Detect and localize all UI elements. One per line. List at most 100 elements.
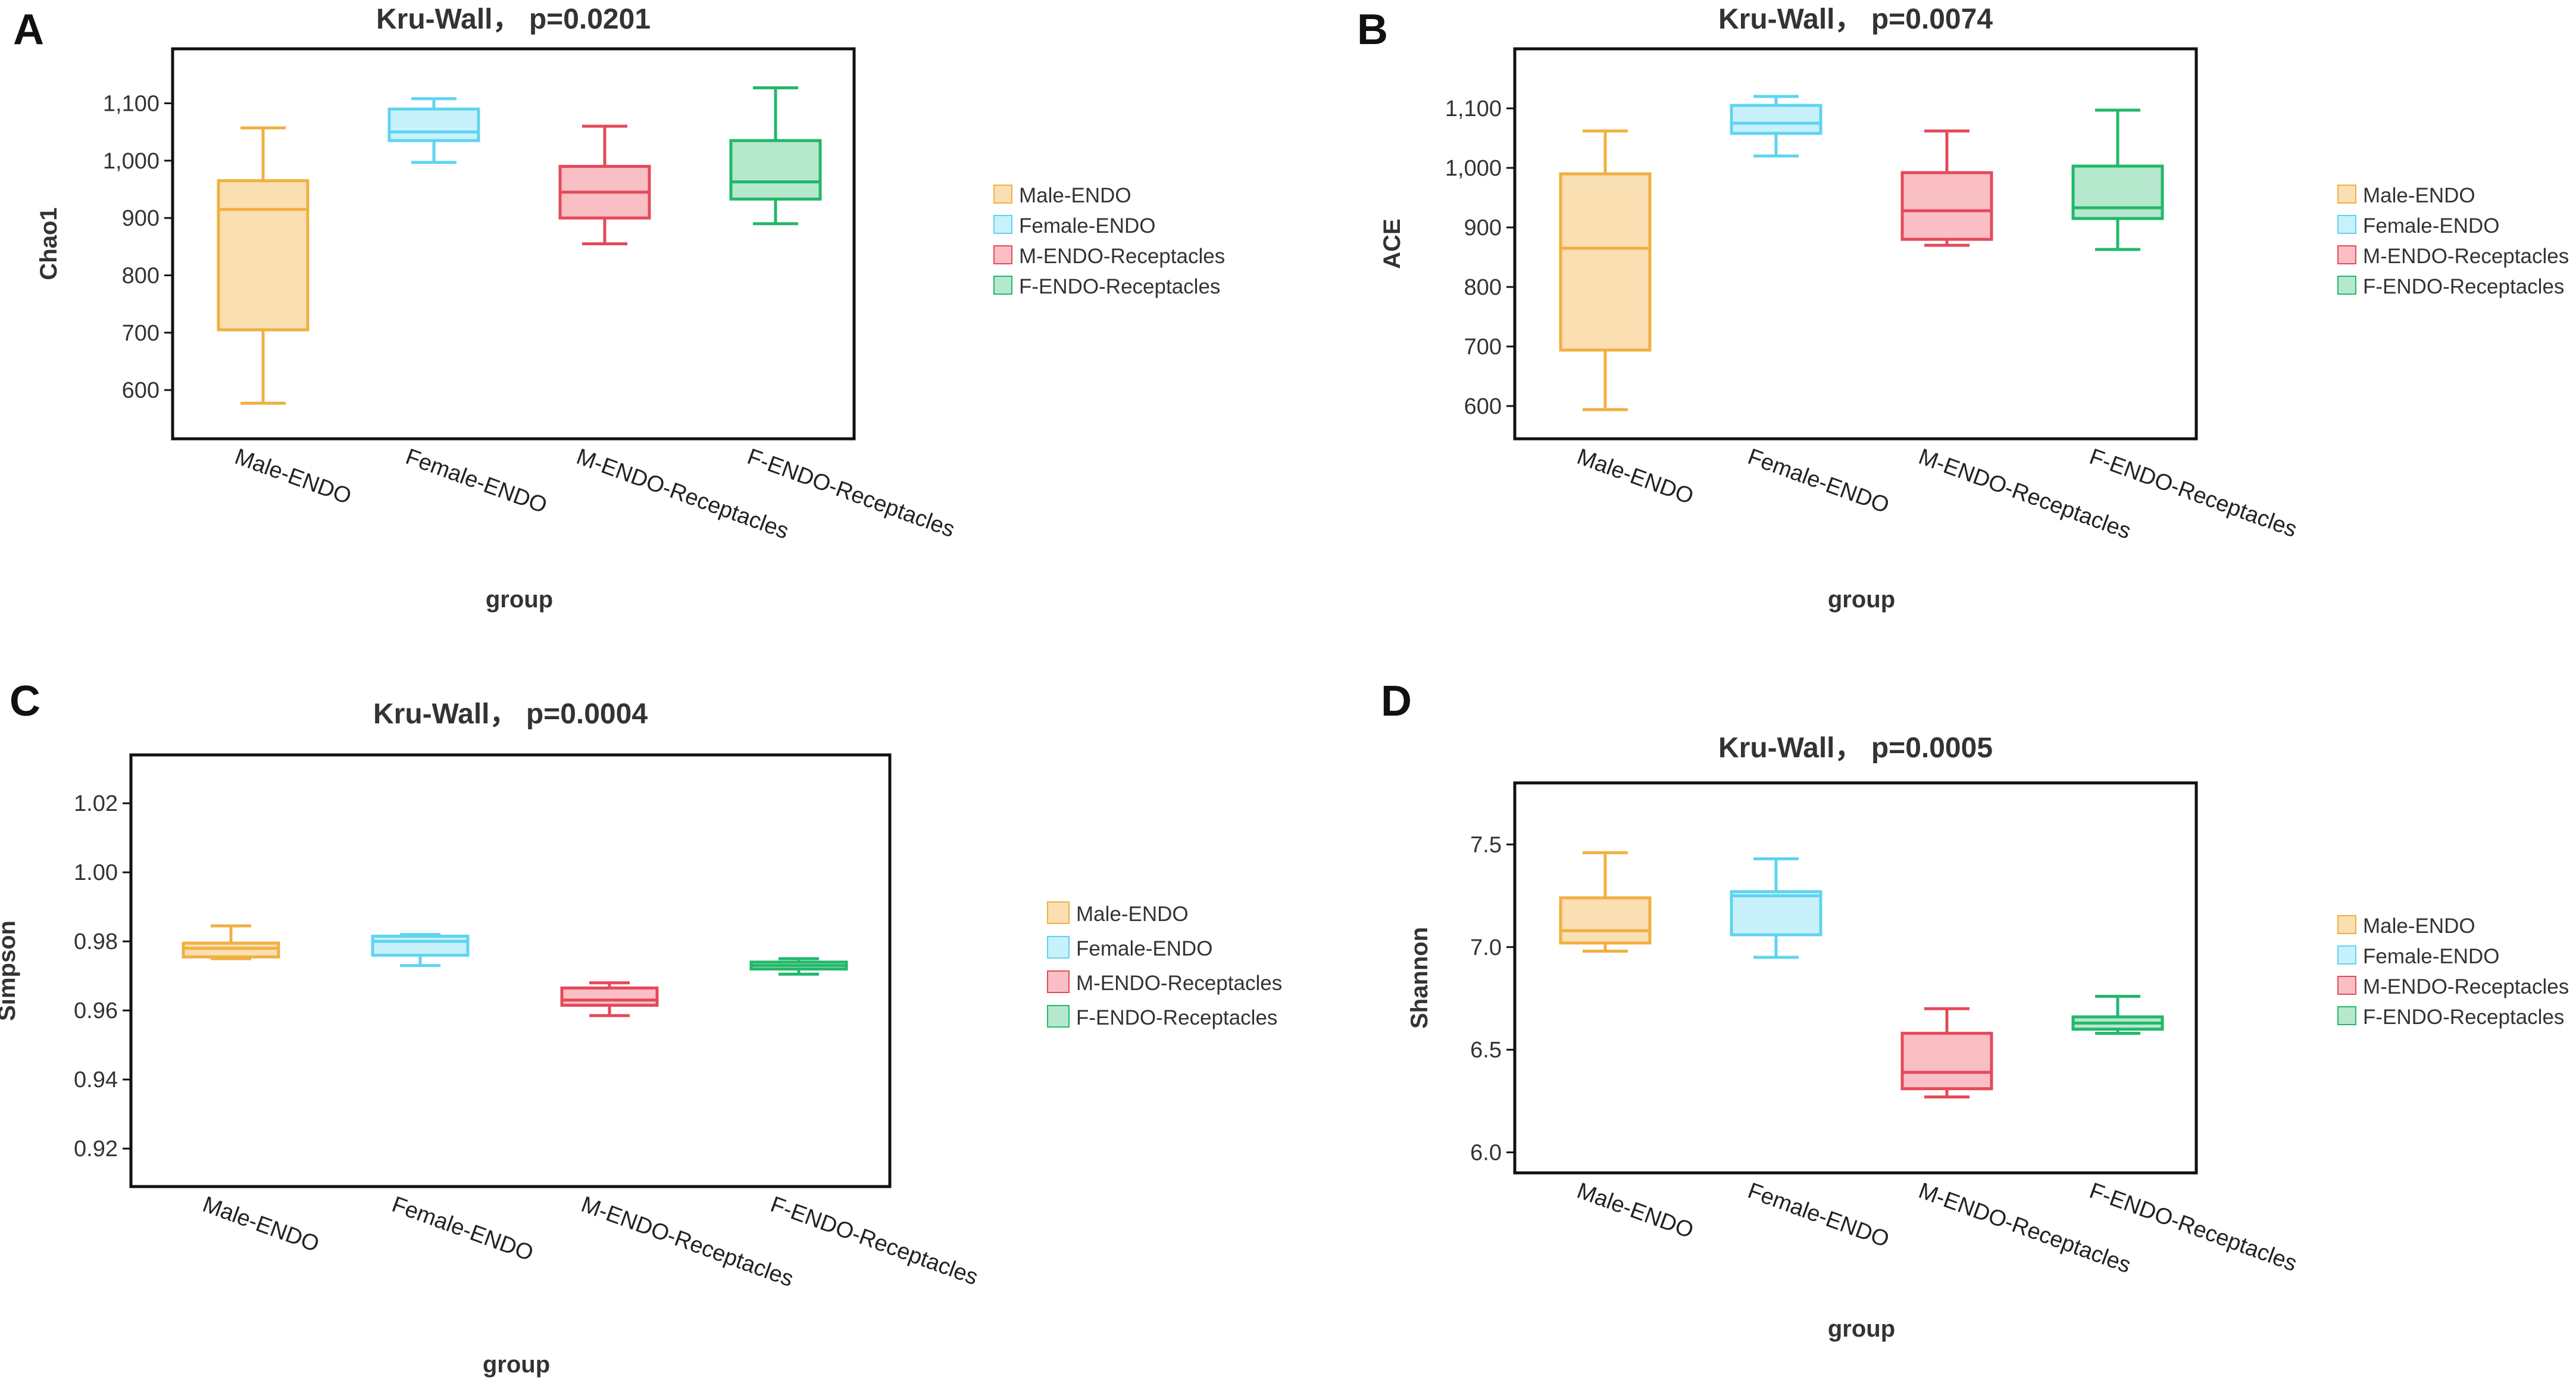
box-iqr bbox=[1900, 171, 1993, 241]
plot-frame bbox=[129, 753, 892, 1188]
y-tick-label: 900 bbox=[1464, 216, 1502, 241]
y-tick-label: 6.0 bbox=[1470, 1141, 1502, 1166]
legend-entry: F-ENDO-Receptacles bbox=[1076, 1006, 1277, 1029]
y-tick-label: 7.0 bbox=[1470, 935, 1502, 960]
box-male-endo bbox=[182, 924, 280, 960]
box-iqr bbox=[182, 941, 280, 959]
y-tick-label: 700 bbox=[1464, 335, 1502, 360]
legend-entry: Female-ENDO bbox=[2363, 214, 2499, 238]
legend-swatch bbox=[2337, 945, 2356, 964]
y-tick-label: 0.98 bbox=[74, 929, 118, 954]
legend-swatch bbox=[1047, 936, 1070, 959]
y-tick-label: 1,000 bbox=[1445, 156, 1502, 181]
y-tick-label: 600 bbox=[122, 378, 160, 403]
box-m-endo-receptacles bbox=[558, 124, 651, 245]
legend-swatch bbox=[2337, 185, 2356, 204]
y-tick-label: 0.92 bbox=[74, 1137, 118, 1162]
y-tick-label: 700 bbox=[122, 321, 160, 346]
box-iqr bbox=[2071, 164, 2164, 220]
legend-entry: Male-ENDO bbox=[1019, 184, 1131, 207]
box-m-endo-receptacles bbox=[1900, 129, 1993, 247]
plot-frame bbox=[171, 47, 856, 441]
legend-entry: M-ENDO-Receptacles bbox=[1019, 245, 1225, 268]
x-category-label: M-ENDO-Receptacles bbox=[578, 1192, 797, 1292]
legend-swatch bbox=[2337, 245, 2356, 264]
legend-entry: Male-ENDO bbox=[2363, 914, 2475, 938]
legend-swatch bbox=[2337, 215, 2356, 234]
panel-letter: A bbox=[13, 6, 44, 54]
legend-swatch bbox=[1047, 1005, 1070, 1028]
box-iqr bbox=[729, 139, 822, 201]
x-category-label: F-ENDO-Receptacles bbox=[767, 1192, 981, 1290]
legend: Male-ENDO Female-ENDO M-ENDO-Receptacles F-… bbox=[993, 184, 1225, 298]
box-female-endo bbox=[371, 933, 470, 967]
panel-a: A Kru-Wall， p=0.0201 600 700 800 900 1,000 1,10… bbox=[13, 4, 1225, 613]
box-male-endo bbox=[1559, 129, 1652, 411]
legend-swatch bbox=[993, 245, 1012, 264]
box-iqr bbox=[1730, 890, 1822, 937]
y-axis-title: Simpson bbox=[0, 920, 20, 1021]
panel-letter: D bbox=[1381, 678, 1412, 725]
legend-entry: Male-ENDO bbox=[2363, 184, 2475, 207]
x-category-label: Female-ENDO bbox=[389, 1192, 536, 1266]
y-tick-label: 1,000 bbox=[103, 149, 160, 174]
y-tick-label: 6.5 bbox=[1470, 1038, 1502, 1063]
legend-entry: F-ENDO-Receptacles bbox=[2363, 275, 2564, 298]
y-axis-title: Shannon bbox=[1406, 927, 1433, 1029]
y-tick-label: 900 bbox=[122, 206, 160, 231]
legend: Male-ENDO Female-ENDO M-ENDO-Receptacles F-… bbox=[2337, 184, 2569, 298]
y-tick-label: 1,100 bbox=[1445, 96, 1502, 121]
plot-frame bbox=[1513, 47, 2198, 441]
box-male-endo bbox=[1559, 851, 1652, 953]
chart-title: Kru-Wall， p=0.0201 bbox=[376, 4, 651, 35]
x-category-label: Male-ENDO bbox=[232, 444, 355, 510]
plot-frame bbox=[1513, 781, 2198, 1175]
box-male-endo bbox=[217, 126, 310, 405]
legend-entry: Female-ENDO bbox=[1076, 937, 1212, 960]
legend-entry: F-ENDO-Receptacles bbox=[1019, 275, 1220, 298]
panel-c: C Kru-Wall， p=0.0004 0.92 0.94 0.96 0.98 1.00 1… bbox=[0, 678, 1282, 1378]
y-tick-label: 7.5 bbox=[1470, 832, 1502, 857]
x-axis-title: group bbox=[1828, 586, 1895, 613]
y-tick-label: 1.02 bbox=[74, 791, 118, 816]
legend-entry: Male-ENDO bbox=[1076, 903, 1189, 926]
y-tick-label: 600 bbox=[1464, 394, 1502, 419]
legend-swatch bbox=[1047, 901, 1070, 924]
legend-entry: M-ENDO-Receptacles bbox=[1076, 972, 1282, 995]
legend-entry: Female-ENDO bbox=[2363, 945, 2499, 968]
legend-entry: Female-ENDO bbox=[1019, 214, 1155, 238]
box-iqr bbox=[1559, 896, 1652, 945]
legend-entry: M-ENDO-Receptacles bbox=[2363, 245, 2569, 268]
legend-entry: M-ENDO-Receptacles bbox=[2363, 975, 2569, 998]
box-female-endo bbox=[1730, 857, 1822, 959]
legend-swatch bbox=[2337, 1006, 2356, 1025]
y-tick-label: 1.00 bbox=[74, 860, 118, 885]
legend-entry: F-ENDO-Receptacles bbox=[2363, 1006, 2564, 1029]
chart-title: Kru-Wall， p=0.0074 bbox=[1718, 4, 1993, 35]
x-category-label: Male-ENDO bbox=[199, 1192, 323, 1257]
panel-d: D Kru-Wall， p=0.0005 6.0 6.5 7.0 7.5 Shannon Ma… bbox=[1381, 678, 2569, 1342]
box-iqr bbox=[1730, 104, 1822, 135]
x-category-label: Female-ENDO bbox=[1745, 444, 1892, 519]
x-category-label: Female-ENDO bbox=[402, 444, 550, 519]
legend-swatch bbox=[1047, 970, 1070, 993]
box-iqr bbox=[1559, 172, 1652, 352]
legend-swatch bbox=[2337, 276, 2356, 295]
box-f-endo-receptacles bbox=[749, 957, 848, 976]
box-iqr bbox=[387, 107, 480, 142]
legend-swatch bbox=[993, 185, 1012, 204]
panel-letter: C bbox=[10, 678, 40, 725]
x-category-label: Male-ENDO bbox=[1574, 1178, 1697, 1244]
box-iqr bbox=[371, 935, 470, 957]
panel-letter: B bbox=[1357, 6, 1388, 54]
y-tick-label: 0.96 bbox=[74, 998, 118, 1023]
chart-title: Kru-Wall， p=0.0004 bbox=[373, 698, 648, 730]
legend-swatch bbox=[2337, 915, 2356, 934]
legend: Male-ENDO Female-ENDO M-ENDO-Receptacles F-… bbox=[2337, 914, 2569, 1029]
y-tick-label: 0.94 bbox=[74, 1067, 118, 1092]
box-iqr bbox=[560, 987, 659, 1007]
box-female-endo bbox=[387, 97, 480, 164]
legend: Male-ENDO Female-ENDO M-ENDO-Receptacles F-… bbox=[1047, 901, 1282, 1029]
y-tick-label: 800 bbox=[1464, 275, 1502, 300]
